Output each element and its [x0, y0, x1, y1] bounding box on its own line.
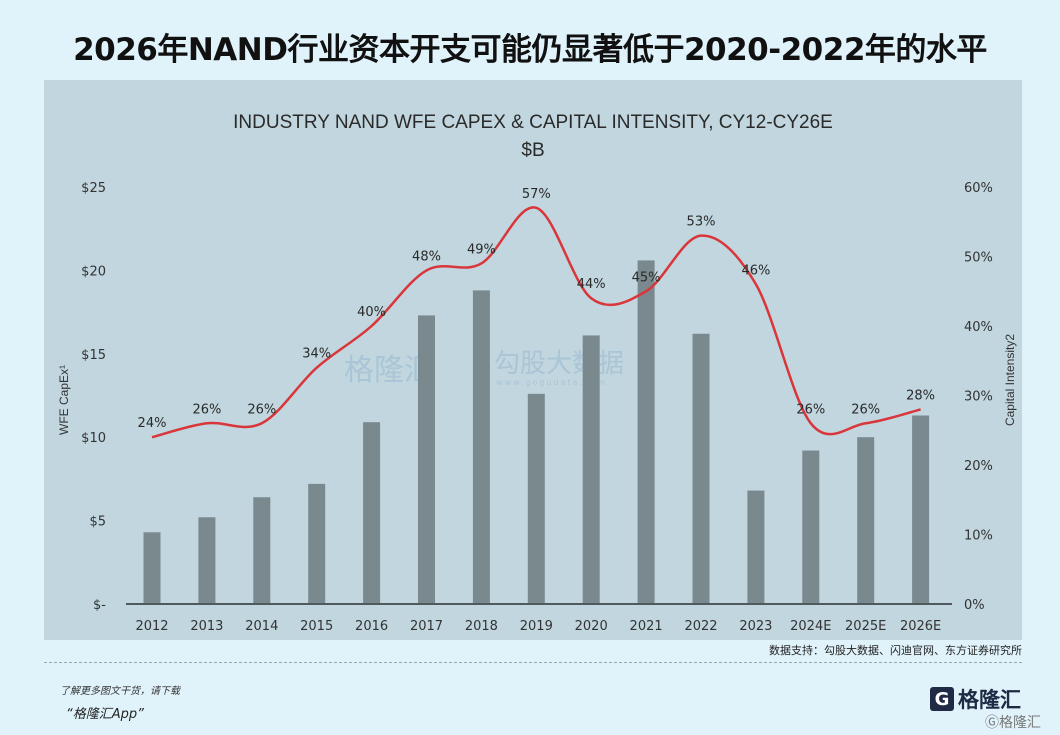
watermark-url: www.gogudata.com — [496, 378, 607, 387]
bar-2013 — [198, 517, 216, 604]
data-label-2020: 44% — [577, 277, 606, 292]
y-tick: $10 — [81, 431, 106, 446]
data-label-2024E: 26% — [796, 402, 825, 417]
small-watermark: Ⓖ格隆汇 — [985, 715, 1041, 731]
y2-tick: 0% — [964, 598, 985, 613]
x-tick-2022: 2022 — [684, 619, 717, 634]
bar-2018 — [472, 290, 490, 604]
source-note: 数据支持：勾股大数据、闪迪官网、东方证券研究所 — [769, 644, 1022, 657]
y-tick: $- — [93, 598, 106, 613]
bar-2022 — [692, 333, 710, 604]
bar-2016 — [363, 422, 381, 604]
data-label-2017: 48% — [412, 249, 441, 264]
x-tick-2018: 2018 — [465, 619, 498, 634]
chart-panel: INDUSTRY NAND WFE CAPEX & CAPITAL INTENS… — [44, 80, 1022, 640]
bar-2015 — [308, 483, 326, 604]
x-tick-2024E: 2024E — [790, 619, 831, 634]
divider — [44, 662, 1022, 663]
data-label-2014: 26% — [247, 402, 276, 417]
y-tick: $20 — [81, 264, 106, 279]
promo-app-name: “格隆汇App” — [66, 707, 144, 722]
chart-title: INDUSTRY NAND WFE CAPEX & CAPITAL INTENS… — [233, 112, 833, 133]
y-tick: $15 — [81, 348, 106, 363]
bar-2024E — [802, 450, 820, 604]
promo-text: 了解更多图文干货，请下载 — [60, 686, 180, 697]
y-axis-label: WFE CapEx¹ — [57, 365, 71, 435]
bar-2020 — [582, 335, 600, 604]
x-tick-2021: 2021 — [630, 619, 663, 634]
data-label-2018: 49% — [467, 242, 496, 257]
capital-intensity-line — [151, 206, 921, 439]
data-label-2023: 46% — [741, 263, 770, 278]
y2-tick: 50% — [964, 251, 993, 266]
bar-2021 — [637, 260, 655, 604]
data-label-2016: 40% — [357, 305, 386, 320]
bar-2023 — [747, 490, 765, 604]
y2-tick: 40% — [964, 320, 993, 335]
x-tick-2015: 2015 — [300, 619, 333, 634]
data-label-2022: 53% — [687, 215, 716, 230]
bar-2012 — [143, 532, 161, 604]
data-label-2013: 26% — [192, 402, 221, 417]
x-tick-2019: 2019 — [520, 619, 553, 634]
watermark-brand2: 勾股大数据 — [494, 349, 624, 379]
x-tick-2013: 2013 — [190, 619, 223, 634]
data-label-2019: 57% — [522, 187, 551, 202]
brand-logo: G 格隆汇 — [930, 684, 1021, 714]
chart: INDUSTRY NAND WFE CAPEX & CAPITAL INTENS… — [57, 112, 1017, 634]
y-tick: $25 — [81, 181, 106, 196]
logo-text: 格隆汇 — [958, 688, 1021, 712]
y2-tick: 20% — [964, 459, 993, 474]
y2-tick: 30% — [964, 390, 993, 405]
bar-2014 — [253, 497, 271, 604]
data-label-2026E: 28% — [906, 388, 935, 403]
x-tick-2012: 2012 — [135, 619, 168, 634]
bar-2017 — [418, 315, 435, 604]
x-tick-2020: 2020 — [575, 619, 608, 634]
y2-tick: 60% — [964, 181, 993, 196]
bar-2026E — [912, 415, 930, 604]
x-tick-2023: 2023 — [739, 619, 772, 634]
data-label-2015: 34% — [302, 347, 331, 362]
chart-subtitle: $B — [521, 140, 544, 161]
logo-mark-icon: G — [930, 687, 954, 711]
y2-tick: 10% — [964, 529, 993, 544]
x-tick-2025E: 2025E — [845, 619, 886, 634]
data-label-2012: 24% — [138, 416, 167, 431]
bar-2025E — [857, 437, 875, 604]
x-tick-2026E: 2026E — [900, 619, 941, 634]
data-label-2025E: 26% — [851, 402, 880, 417]
y2-axis-label: Capital Intensity2 — [1003, 334, 1017, 426]
x-tick-2017: 2017 — [410, 619, 443, 634]
x-tick-2016: 2016 — [355, 619, 388, 634]
y-tick: $5 — [89, 515, 106, 530]
bar-2019 — [527, 393, 545, 604]
x-tick-2014: 2014 — [245, 619, 278, 634]
headline: 2026年NAND行业资本开支可能仍显著低于2020-2022年的水平 — [73, 32, 987, 68]
data-label-2021: 45% — [632, 270, 661, 285]
